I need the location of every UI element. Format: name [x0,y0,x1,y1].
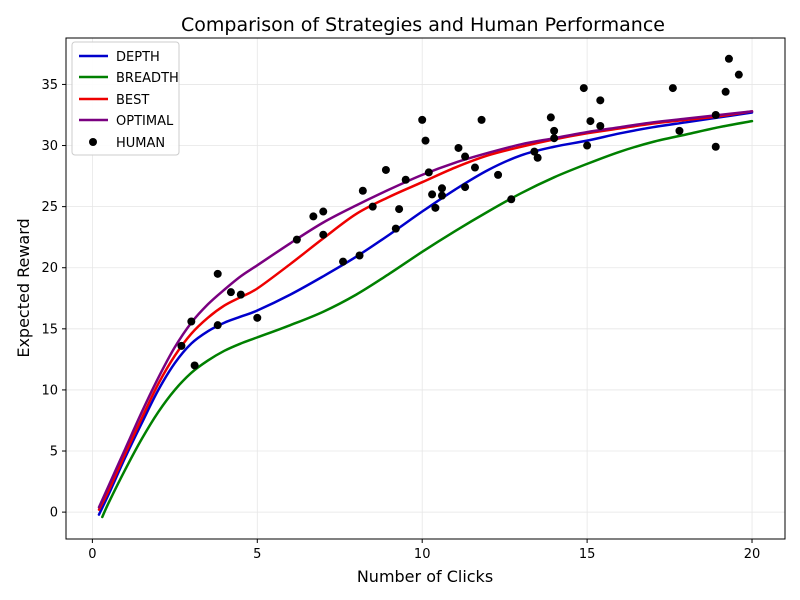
human-data-point [319,230,328,239]
legend-label-breadth: BREADTH [116,71,179,86]
chart-title: Comparison of Strategies and Human Perfo… [181,14,665,36]
y-tick-label: 25 [41,200,58,215]
human-data-point [437,184,446,193]
human-data-point [253,313,262,322]
human-data-point [226,288,235,297]
legend-label-human: HUMAN [116,136,165,151]
human-data-point [668,84,677,93]
human-data-point [339,257,348,266]
legend-label-best: BEST [116,93,149,108]
human-data-point [355,251,364,260]
human-data-point [428,190,437,199]
human-data-point [213,321,222,330]
human-data-point [734,70,743,79]
series-layer [97,110,754,519]
human-data-point [494,170,503,179]
legend-swatch-human [89,138,97,146]
plot-frame [65,37,786,540]
human-data-point [546,113,555,122]
human-data-point [675,126,684,135]
human-data-point [177,341,186,350]
human-data-point [187,317,196,326]
x-axis-title: Number of Clicks [357,567,493,586]
human-data-point [550,126,559,135]
human-data-point [477,115,486,124]
human-data-point [461,152,470,161]
human-data-point [507,195,516,204]
human-data-point [431,203,440,212]
human-data-point [391,224,400,233]
y-tick-label: 20 [41,261,58,276]
human-data-point [533,153,542,162]
x-tick-label: 20 [744,547,761,562]
human-data-point [461,183,470,192]
series-line-optimal [97,110,754,509]
human-data-point [583,141,592,150]
human-data-point [395,205,404,214]
y-tick-label: 5 [50,445,58,460]
y-tick-label: 35 [41,78,58,93]
human-data-point [421,136,430,145]
human-data-point [550,134,559,143]
human-data-point [381,165,390,174]
human-data-point [368,202,377,211]
human-data-point [213,269,222,278]
legend-label-depth: DEPTH [116,50,160,65]
human-data-point [724,54,733,63]
human-data-point [596,121,605,130]
human-data-point [424,168,433,177]
y-tick-label: 30 [41,139,58,154]
y-tick-label: 10 [41,383,58,398]
human-data-point [401,175,410,184]
legend: DEPTH BREADTH BEST OPTIMAL HUMAN [71,41,180,156]
human-data-point [530,147,539,156]
human-data-point [721,87,730,96]
human-data-point [711,142,720,151]
human-data-point [236,290,245,299]
human-data-point [190,361,199,370]
y-axis-title: Expected Reward [14,218,33,357]
legend-label-optimal: OPTIMAL [116,114,174,129]
x-tick-label: 10 [414,547,431,562]
series-line-depth [97,111,754,516]
y-tick-label: 15 [41,322,58,337]
grid-layer [66,38,785,539]
scatter-layer [177,54,743,370]
series-line-breadth [101,119,754,519]
x-tick-label: 5 [253,547,261,562]
human-data-point [711,110,720,119]
human-data-point [358,186,367,195]
human-data-point [292,235,301,244]
y-tick-label: 0 [50,506,58,521]
legend-box [71,41,180,156]
x-tick-label: 15 [579,547,596,562]
human-data-point [596,96,605,105]
human-data-point [437,191,446,200]
human-data-point [454,143,463,152]
human-data-point [309,212,318,221]
x-tick-label: 0 [88,547,96,562]
ticks-layer: 0 5 10 15 20 0 5 10 15 20 25 30 35 [41,78,760,562]
human-data-point [418,115,427,124]
human-data-point [586,117,595,126]
human-data-point [470,163,479,172]
human-data-point [579,84,588,93]
human-data-point [319,207,328,216]
